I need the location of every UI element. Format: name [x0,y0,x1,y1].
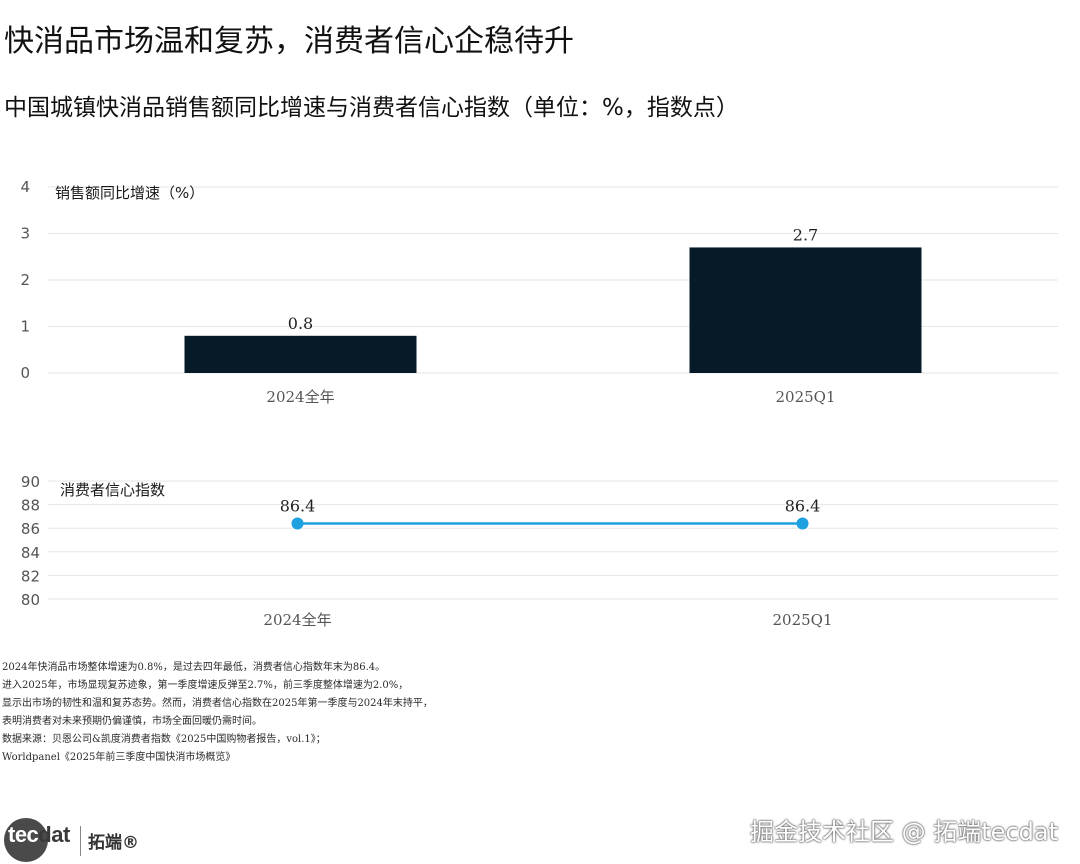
y-tick-label: 86 [21,520,40,538]
y-tick-label: 84 [21,544,40,562]
y-tick-label: 1 [20,318,30,336]
data-point [291,517,304,530]
y-tick-label: 80 [21,591,40,609]
footnotes: 2024年快消品市场整体增速为0.8%，是过去四年最低，消费者信心指数年末为86… [2,659,433,767]
data-label: 86.4 [280,496,316,515]
y-tick-label: 3 [20,225,30,243]
x-tick-label: 2024全年 [263,611,331,629]
y-tick-label: 90 [21,473,40,491]
page-title: 快消品市场温和复苏，消费者信心企稳待升 [4,24,574,59]
data-label: 86.4 [785,496,821,515]
x-tick-label: 2025Q1 [772,611,832,629]
x-tick-label: 2025Q1 [775,388,835,406]
logo-word-head: tec [8,822,39,847]
bar [184,335,417,373]
line-chart-panel: 80 82 84 86 88 90 消费者信心指数 86.4 2024全年 86.4 2025Q1 [21,473,1058,629]
footnote-source: 数据来源：贝恩公司&凯度消费者指数《2025中国购物者报告，vol.1》； [2,734,326,745]
series-label: 消费者信心指数 [60,481,165,499]
y-tick-label: 4 [20,178,30,196]
footnote-line: 进入2025年，市场显现复苏迹象，第一季度增速反弹至2.7%，前三季度整体增速为… [2,680,409,691]
series-label: 销售额同比增速（%） [55,184,204,202]
logo-wordmark: tecdat [8,822,70,848]
footnote-source: Worldpanel《2025年前三季度中国快消市场概览》 [2,752,236,763]
footnote-line: 显示出市场的韧性和温和复苏态势。然而，消费者信心指数在2025年第一季度与202… [2,698,433,709]
footnote-line: 2024年快消品市场整体增速为0.8%，是过去四年最低，消费者信心指数年末为86… [2,662,386,673]
x-tick-label: 2024全年 [266,388,334,406]
y-tick-label: 88 [21,497,40,515]
logo-divider [80,826,81,856]
y-tick-label: 82 [21,567,40,585]
logo-word-tail: dat [38,822,70,847]
chart-subtitle: 中国城镇快消品销售额同比增速与消费者信心指数（单位：%，指数点） [4,95,739,121]
brand-logo [4,818,48,862]
bar-chart-panel: 0 1 2 3 4 销售额同比增速（%） 0.8 2024全年 2.7 2025Q1 [20,178,1058,406]
logo-circle-icon [4,818,48,862]
footnote-line: 表明消费者对未来预期仍偏谨慎，市场全面回暖仍需时间。 [2,716,262,727]
data-point [796,517,809,530]
data-label: 2.7 [793,225,818,244]
bar [689,247,922,373]
y-tick-label: 2 [20,271,30,289]
logo-cn-name: 拓端® [88,833,139,853]
watermark: 掘金技术社区 @ 拓端tecdat [750,818,1058,846]
y-tick-label: 0 [20,364,30,382]
chart-area: 0 1 2 3 4 销售额同比增速（%） 0.8 2024全年 2.7 2025Q1 80 82 84… [20,178,1058,629]
data-label: 0.8 [288,314,313,333]
